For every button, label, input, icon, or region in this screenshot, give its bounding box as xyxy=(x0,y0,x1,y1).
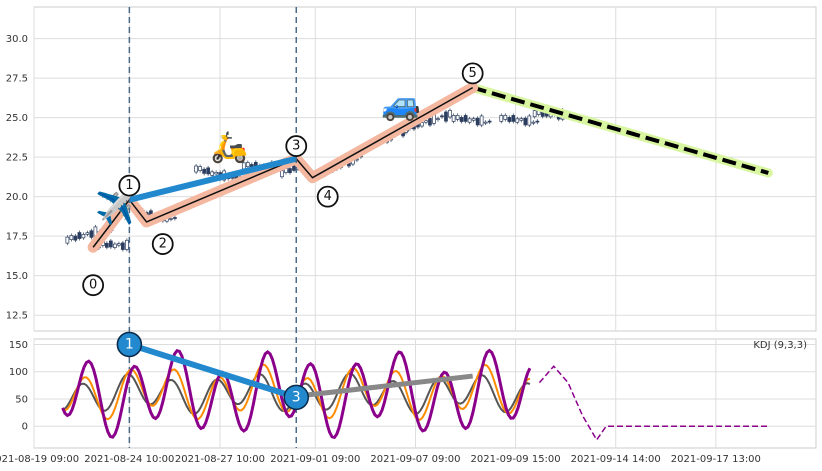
candlestick xyxy=(531,120,536,126)
kdj-y-tick-label: 50 xyxy=(15,394,28,405)
wave-label-0: 0 xyxy=(89,278,97,293)
candlestick xyxy=(487,119,492,125)
price-panel xyxy=(33,6,817,332)
candlestick xyxy=(436,116,440,122)
candlestick xyxy=(113,242,117,250)
y-tick-label: 25.0 xyxy=(6,113,28,124)
wave-label-3: 3 xyxy=(292,139,300,154)
candlestick xyxy=(73,234,78,243)
candlestick xyxy=(440,113,444,119)
indicator-label: KDJ (9,3,3) xyxy=(753,340,807,351)
kdj-panel xyxy=(33,338,817,449)
candlestick xyxy=(471,116,476,123)
candlestick xyxy=(507,115,512,124)
kdj-divergence-blue xyxy=(128,341,298,401)
x-tick-label: 2021-09-09 15:00 xyxy=(471,454,561,465)
candlestick xyxy=(511,113,516,124)
candlestick xyxy=(117,241,121,248)
kdj-marker-circle xyxy=(116,331,143,358)
candlestick xyxy=(448,108,452,120)
y-tick-label: 22.5 xyxy=(6,153,28,164)
candlestick xyxy=(479,113,484,128)
candlestick xyxy=(105,241,109,250)
x-tick-label: 2021-09-01 09:00 xyxy=(270,454,360,465)
scooter-icon: 🛵 xyxy=(211,130,248,165)
candlestick xyxy=(198,164,202,173)
x-tick-label: 2021-08-19 09:00 xyxy=(0,454,79,465)
y-tick-label: 27.5 xyxy=(6,74,28,85)
candlestick xyxy=(81,232,86,240)
candlestick xyxy=(89,228,94,240)
price-trendline xyxy=(128,155,297,203)
projection-line xyxy=(472,85,769,175)
candlestick xyxy=(428,116,432,128)
candlestick xyxy=(121,240,125,252)
candlestick xyxy=(202,167,206,176)
y-tick-label: 12.5 xyxy=(6,311,28,322)
kdj-marker-1: 1 xyxy=(125,336,134,352)
wave-label-circle xyxy=(118,174,141,197)
car-icon: 🚙 xyxy=(381,84,421,122)
wave-label-1: 1 xyxy=(125,178,133,193)
y-tick-label: 15.0 xyxy=(6,271,28,282)
wave-line xyxy=(92,86,474,248)
x-tick-label: 2021-08-24 10:00 xyxy=(84,454,174,465)
candlestick xyxy=(463,113,468,124)
candlestick xyxy=(451,113,456,124)
candlestick xyxy=(475,116,480,127)
candlestick xyxy=(288,166,292,175)
candlestick xyxy=(206,165,210,176)
candlestick xyxy=(245,160,250,169)
kdj-y-tick-label: 150 xyxy=(9,340,28,351)
y-tick-label: 17.5 xyxy=(6,232,28,243)
candlestick xyxy=(523,116,528,127)
wave-label-circle xyxy=(461,62,484,85)
candlestick xyxy=(483,120,488,126)
candlestick xyxy=(77,230,82,241)
wave-label-circle xyxy=(151,233,174,255)
candlestick xyxy=(535,119,540,125)
x-tick-label: 2021-09-17 13:00 xyxy=(671,454,761,465)
kdj-y-tick-label: 100 xyxy=(9,367,28,378)
candlestick xyxy=(515,116,520,125)
kdj-divergence-grey xyxy=(295,373,473,399)
candlestick xyxy=(85,230,90,237)
candlestick xyxy=(532,108,537,119)
kdj-forecast xyxy=(538,365,769,442)
y-tick-label: 30.0 xyxy=(6,34,28,45)
candlestick xyxy=(173,215,177,221)
x-tick-label: 2021-08-27 10:00 xyxy=(175,454,265,465)
wave-label-circle xyxy=(82,274,105,297)
candlestick xyxy=(499,113,504,124)
candlestick xyxy=(69,233,74,242)
y-tick-label: 20.0 xyxy=(6,192,28,203)
wave-label-4: 4 xyxy=(324,189,332,204)
candlestick xyxy=(65,235,70,246)
kdj-marker-circle xyxy=(283,384,310,411)
candlestick xyxy=(210,169,214,178)
candlestick xyxy=(503,113,508,122)
candlestick xyxy=(125,238,129,252)
candlestick xyxy=(519,116,524,123)
kdj-y-tick-label: 0 xyxy=(22,422,28,433)
wave-label-circle xyxy=(285,135,308,157)
wave-label-circle xyxy=(316,185,339,208)
candlestick xyxy=(109,238,113,249)
candlestick xyxy=(455,113,460,122)
candlestick xyxy=(527,113,532,128)
candlestick xyxy=(467,116,472,125)
wave-label-2: 2 xyxy=(159,237,167,252)
wave-label-5: 5 xyxy=(469,66,477,81)
candlestick xyxy=(214,170,218,176)
candlestick xyxy=(459,115,464,124)
x-tick-label: 2021-09-14 14:00 xyxy=(571,454,661,465)
x-tick-label: 2021-09-07 09:00 xyxy=(370,454,460,465)
candlestick xyxy=(444,109,448,124)
candlestick xyxy=(194,163,198,175)
kdj-marker-3: 3 xyxy=(292,389,301,405)
